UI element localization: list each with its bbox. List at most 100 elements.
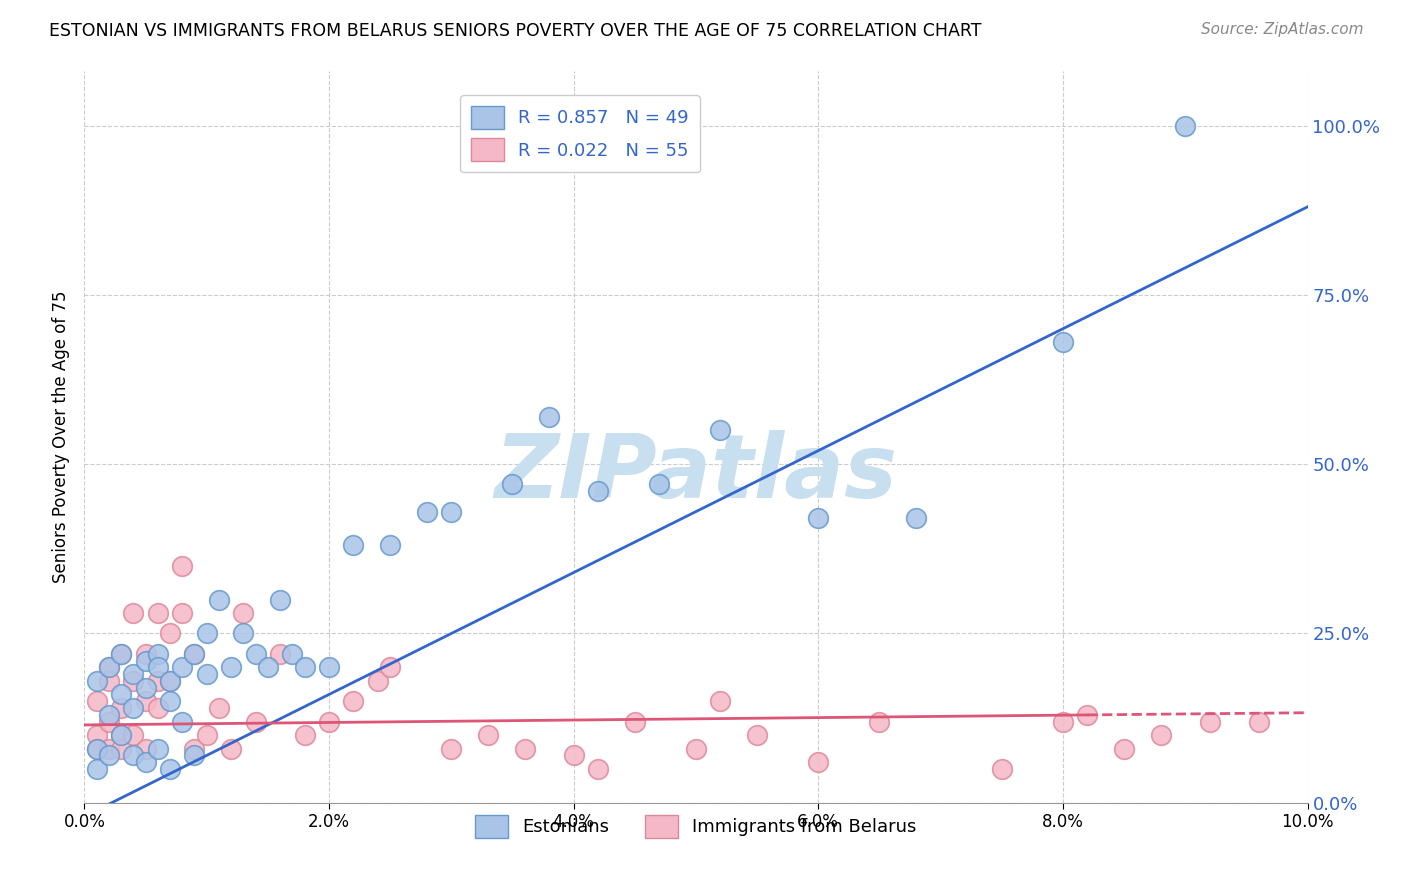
Point [269, 592, 291, 607]
Point [97, 748, 120, 763]
Point [183, 647, 205, 661]
Text: Source: ZipAtlas.com: Source: ZipAtlas.com [1201, 22, 1364, 37]
Point [146, 660, 169, 674]
Point [172, 714, 194, 729]
Point [183, 741, 205, 756]
Point [624, 714, 647, 729]
Point [135, 681, 157, 695]
Point [86, 673, 108, 688]
Point [342, 694, 364, 708]
Point [440, 505, 463, 519]
Point [440, 741, 463, 756]
Point [110, 647, 132, 661]
Point [159, 673, 181, 688]
Point [219, 660, 242, 674]
Point [195, 728, 218, 742]
Y-axis label: Seniors Poverty Over the Age of 75: Seniors Poverty Over the Age of 75 [52, 291, 70, 583]
Point [416, 505, 439, 519]
Point [110, 701, 132, 715]
Point [110, 741, 132, 756]
Point [318, 714, 340, 729]
Point [97, 660, 120, 674]
Point [281, 647, 304, 661]
Point [245, 647, 267, 661]
Point [135, 654, 157, 668]
Point [1052, 714, 1074, 729]
Point [807, 755, 830, 769]
Legend: Estonians, Immigrants from Belarus: Estonians, Immigrants from Belarus [468, 807, 924, 845]
Point [269, 647, 291, 661]
Point [159, 694, 181, 708]
Point [1076, 707, 1098, 722]
Point [318, 660, 340, 674]
Point [183, 647, 205, 661]
Point [146, 673, 169, 688]
Point [183, 748, 205, 763]
Point [208, 592, 231, 607]
Point [122, 673, 145, 688]
Point [86, 728, 108, 742]
Point [232, 626, 254, 640]
Point [709, 694, 731, 708]
Point [86, 694, 108, 708]
Point [146, 606, 169, 620]
Point [122, 606, 145, 620]
Point [294, 660, 316, 674]
Point [122, 667, 145, 681]
Point [905, 511, 928, 525]
Point [110, 647, 132, 661]
Point [159, 673, 181, 688]
Point [97, 660, 120, 674]
Point [502, 477, 524, 491]
Point [380, 660, 402, 674]
Point [172, 558, 194, 573]
Point [135, 647, 157, 661]
Point [146, 741, 169, 756]
Point [513, 741, 536, 756]
Point [122, 701, 145, 715]
Point [709, 423, 731, 437]
Point [86, 741, 108, 756]
Point [245, 714, 267, 729]
Point [1247, 714, 1270, 729]
Point [562, 748, 585, 763]
Point [172, 606, 194, 620]
Point [159, 626, 181, 640]
Point [97, 673, 120, 688]
Point [86, 762, 108, 776]
Point [135, 741, 157, 756]
Text: ESTONIAN VS IMMIGRANTS FROM BELARUS SENIORS POVERTY OVER THE AGE OF 75 CORRELATI: ESTONIAN VS IMMIGRANTS FROM BELARUS SENI… [49, 22, 981, 40]
Point [159, 762, 181, 776]
Point [342, 538, 364, 552]
Point [1198, 714, 1220, 729]
Point [86, 741, 108, 756]
Point [648, 477, 671, 491]
Point [586, 484, 609, 499]
Point [807, 511, 830, 525]
Point [97, 707, 120, 722]
Point [232, 606, 254, 620]
Point [538, 409, 561, 424]
Point [991, 762, 1014, 776]
Point [110, 728, 132, 742]
Point [122, 748, 145, 763]
Point [208, 701, 231, 715]
Point [1150, 728, 1173, 742]
Point [122, 728, 145, 742]
Text: ZIPatlas: ZIPatlas [495, 430, 897, 517]
Point [97, 741, 120, 756]
Point [685, 741, 707, 756]
Point [195, 667, 218, 681]
Point [135, 755, 157, 769]
Point [135, 694, 157, 708]
Point [146, 701, 169, 715]
Point [1174, 119, 1197, 133]
Point [477, 728, 499, 742]
Point [586, 762, 609, 776]
Point [110, 688, 132, 702]
Point [1114, 741, 1136, 756]
Point [367, 673, 389, 688]
Point [110, 728, 132, 742]
Point [380, 538, 402, 552]
Point [172, 660, 194, 674]
